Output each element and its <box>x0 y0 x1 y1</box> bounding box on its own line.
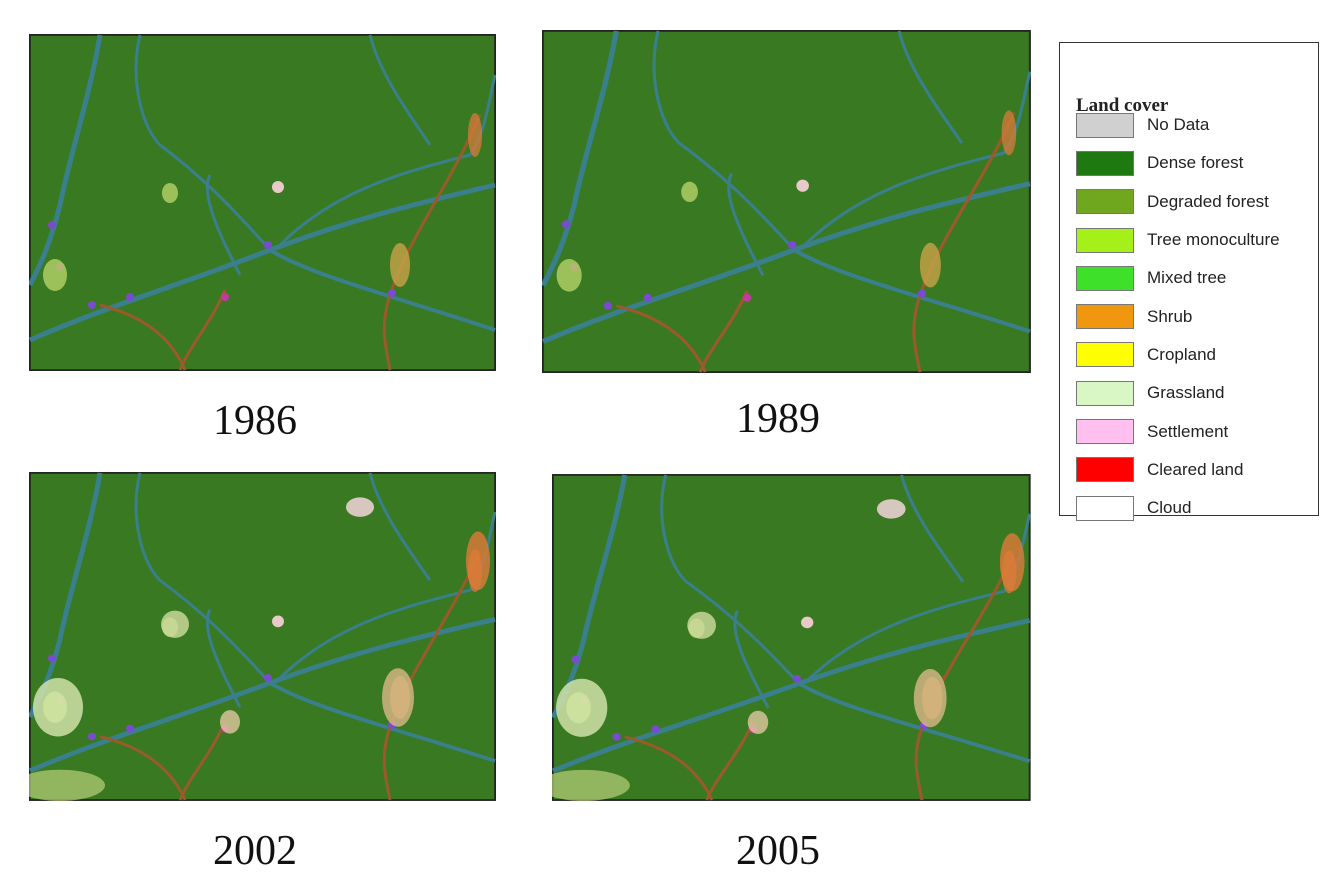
legend-swatch <box>1076 419 1134 444</box>
legend-label: Tree monoculture <box>1147 230 1280 250</box>
legend-label: Mixed tree <box>1147 268 1226 288</box>
legend-swatch <box>1076 113 1134 138</box>
map-1986 <box>29 34 496 371</box>
year-label: 1986 <box>105 400 405 442</box>
legend-row: No Data <box>1076 106 1280 144</box>
legend-swatch <box>1076 228 1134 253</box>
legend-items: No Data Dense forest Degraded forest Tree m… <box>1076 106 1280 527</box>
legend-row: Dense forest <box>1076 144 1280 182</box>
legend-label: Settlement <box>1147 422 1228 442</box>
legend-row: Grassland <box>1076 374 1280 412</box>
legend-label: No Data <box>1147 115 1209 135</box>
legend-row: Cropland <box>1076 336 1280 374</box>
legend-row: Degraded forest <box>1076 183 1280 221</box>
legend-swatch <box>1076 189 1134 214</box>
legend-label: Cleared land <box>1147 460 1243 480</box>
year-label: 2002 <box>105 830 405 872</box>
legend-swatch <box>1076 304 1134 329</box>
legend-label: Grassland <box>1147 383 1224 403</box>
legend-row: Tree monoculture <box>1076 221 1280 259</box>
legend-swatch <box>1076 151 1134 176</box>
legend-swatch <box>1076 496 1134 521</box>
legend-label: Degraded forest <box>1147 192 1269 212</box>
legend-row: Shrub <box>1076 297 1280 335</box>
legend-row: Cloud <box>1076 489 1280 527</box>
year-label: 2005 <box>628 830 928 872</box>
legend-label: Cloud <box>1147 498 1191 518</box>
map-2002 <box>29 472 496 802</box>
legend-swatch <box>1076 381 1134 406</box>
page: {"panels": [{"year": "1986"}, {"year": "… <box>0 0 1324 865</box>
year-label: 1989 <box>628 398 928 440</box>
legend-row: Settlement <box>1076 412 1280 450</box>
legend-row: Mixed tree <box>1076 259 1280 297</box>
legend-row: Cleared land <box>1076 451 1280 489</box>
legend-label: Dense forest <box>1147 153 1243 173</box>
legend-label: Shrub <box>1147 307 1192 327</box>
legend-label: Cropland <box>1147 345 1216 365</box>
legend-swatch <box>1076 342 1134 367</box>
map-2005 <box>552 474 1031 802</box>
map-1989 <box>542 30 1031 373</box>
legend-swatch <box>1076 266 1134 291</box>
legend-swatch <box>1076 457 1134 482</box>
